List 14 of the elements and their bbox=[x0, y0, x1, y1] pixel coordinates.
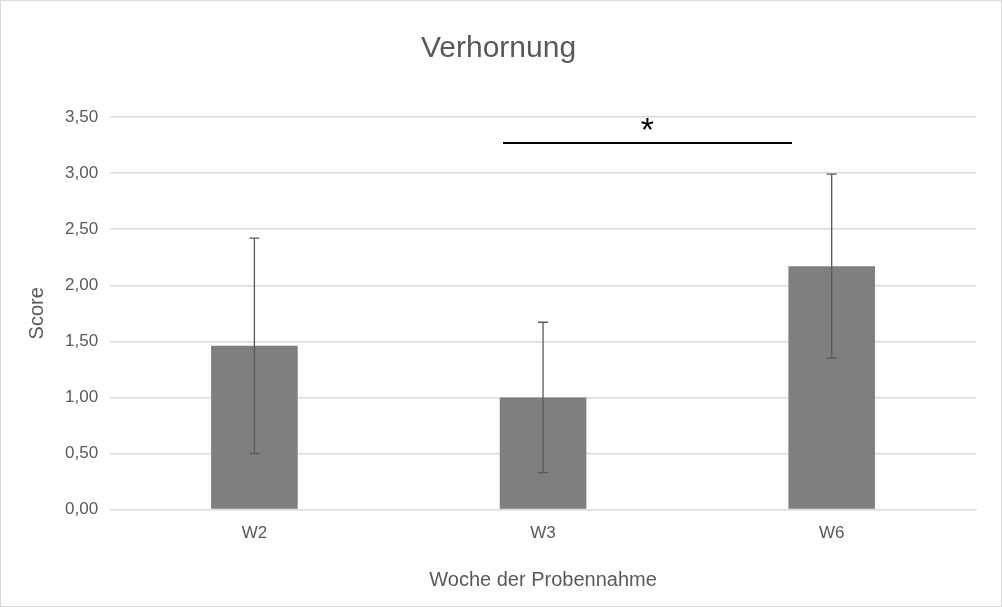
y-tick-label: 1,00 bbox=[64, 387, 99, 407]
y-axis-title: Score bbox=[24, 287, 47, 340]
x-tick-label: W2 bbox=[241, 523, 268, 543]
y-tick-label: 3,00 bbox=[64, 162, 99, 182]
x-tick-label: W3 bbox=[530, 523, 556, 543]
y-tick-label: 0,00 bbox=[64, 499, 99, 519]
x-axis-title: Woche der Probennahme bbox=[429, 567, 657, 590]
y-tick-label: 0,50 bbox=[64, 443, 99, 463]
y-tick-label: 1,50 bbox=[64, 331, 99, 351]
y-tick-label: 2,50 bbox=[64, 218, 99, 238]
x-tick-label: W6 bbox=[818, 523, 845, 543]
chart-title: Verhornung bbox=[420, 30, 577, 64]
y-tick-label: 3,50 bbox=[64, 106, 99, 126]
y-tick-label: 2,00 bbox=[64, 274, 99, 294]
